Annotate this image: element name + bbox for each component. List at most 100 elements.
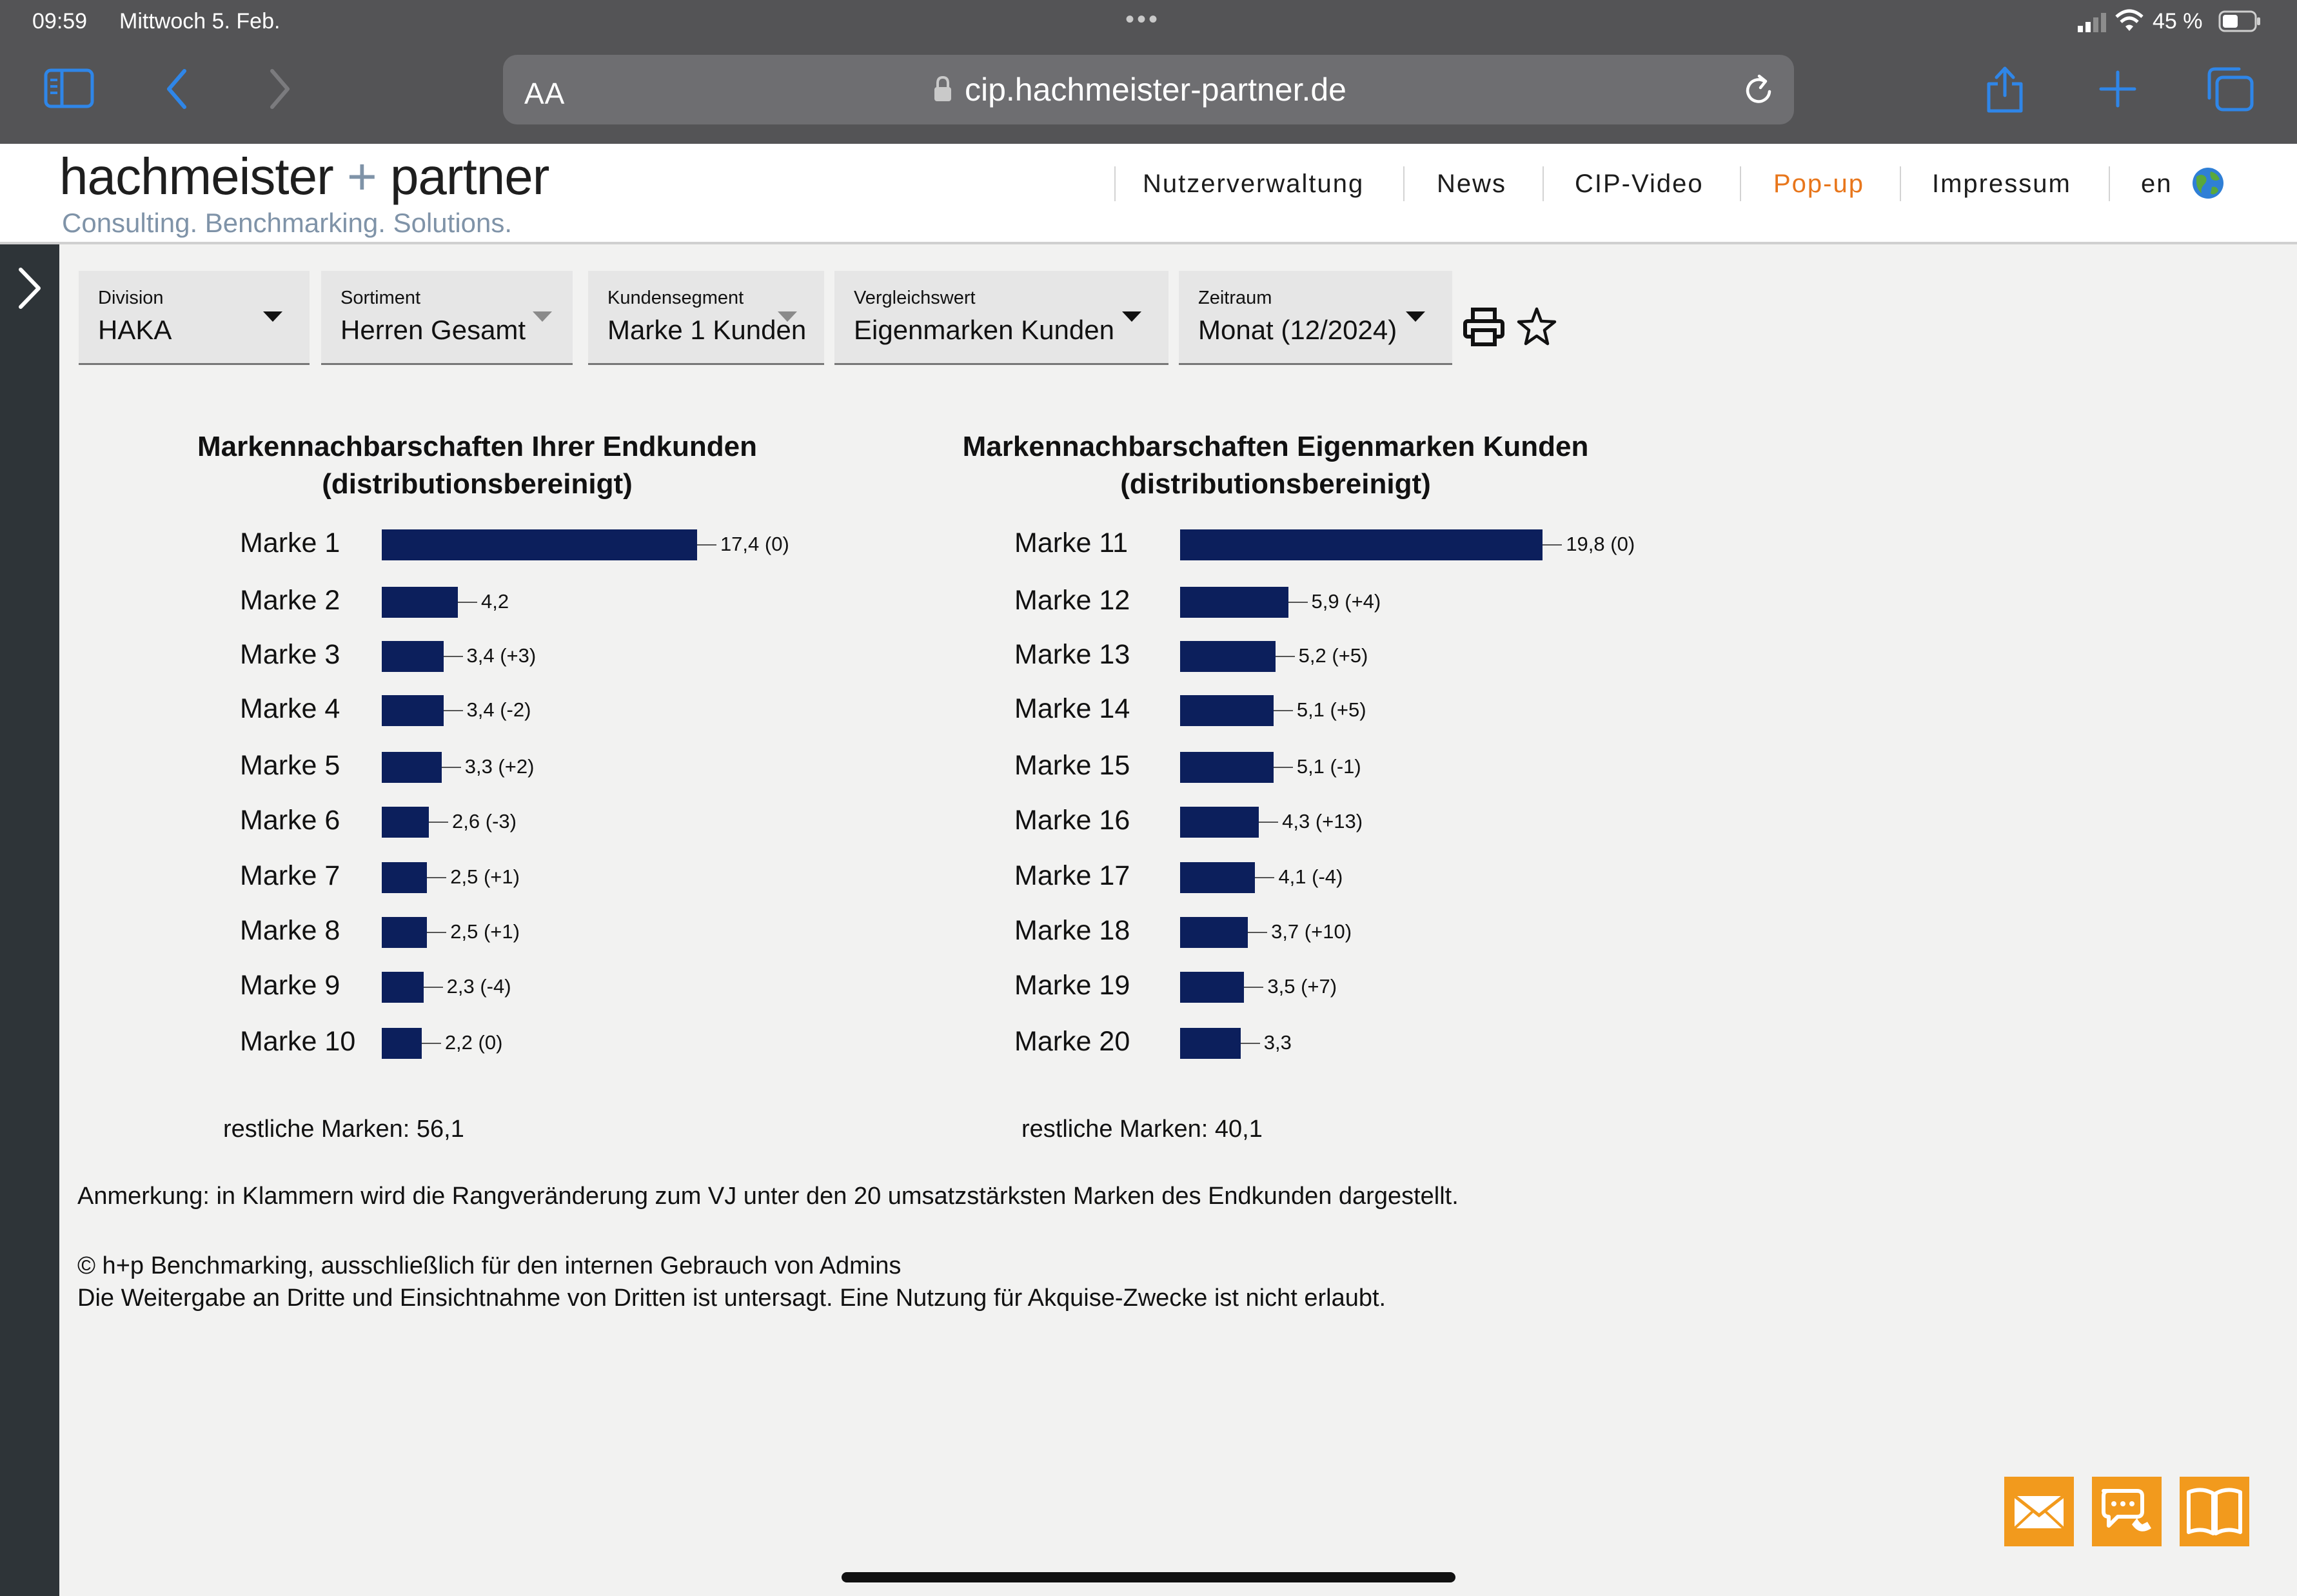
brand-logo[interactable]: hachmeister + partner bbox=[59, 147, 549, 206]
chart-left-bar[interactable] bbox=[382, 695, 444, 726]
filter-kundensegment-label: Kundensegment bbox=[607, 288, 744, 308]
share-icon[interactable] bbox=[1984, 63, 2026, 113]
chart-left-leader-line bbox=[427, 932, 447, 933]
nav-nutzerverwaltung[interactable]: Nutzerverwaltung bbox=[1143, 170, 1365, 198]
wifi-icon bbox=[2115, 9, 2144, 31]
chart-right-subtitle: (distributionsbereinigt) bbox=[1120, 468, 1431, 500]
battery-percent: 45 % bbox=[2153, 9, 2203, 34]
chart-left-footer: restliche Marken: 56,1 bbox=[223, 1116, 464, 1143]
chart-left-value-label: 2,6 (-3) bbox=[452, 810, 517, 832]
nav-divider bbox=[1900, 166, 1901, 201]
nav-cip-video[interactable]: CIP-Video bbox=[1575, 170, 1704, 198]
chart-left-category-label: Marke 9 bbox=[240, 970, 340, 1001]
nav-pop-up[interactable]: Pop-up bbox=[1773, 170, 1864, 198]
chart-left-bar[interactable] bbox=[382, 1028, 422, 1059]
filter-zeitraum-value: Monat (12/2024) bbox=[1198, 315, 1397, 345]
plus-icon[interactable] bbox=[2098, 70, 2137, 108]
chart-right-leader-line bbox=[1240, 1043, 1260, 1044]
chart-left-bar[interactable] bbox=[382, 972, 424, 1003]
chart-left-value-label: 3,4 (-2) bbox=[466, 698, 531, 721]
reload-icon[interactable] bbox=[1741, 72, 1777, 108]
chart-left-bar[interactable] bbox=[382, 752, 442, 783]
status-date: Mittwoch 5. Feb. bbox=[119, 9, 281, 34]
chart-right-leader-line bbox=[1273, 710, 1293, 711]
chart-right-value-label: 5,9 (+4) bbox=[1311, 590, 1381, 613]
chevron-down-icon bbox=[778, 311, 797, 322]
chart-right-category-label: Marke 11 bbox=[1014, 527, 1129, 558]
chart-right-category-label: Marke 12 bbox=[1014, 585, 1130, 616]
nav-news[interactable]: News bbox=[1437, 170, 1507, 198]
chart-right-category-label: Marke 17 bbox=[1014, 860, 1130, 891]
chart-left-leader-line bbox=[429, 822, 449, 823]
nav-impressum[interactable]: Impressum bbox=[1932, 170, 2071, 198]
chart-right-value-label: 5,1 (+5) bbox=[1296, 698, 1366, 721]
filter-vergleichswert[interactable]: Vergleichswert Eigenmarken Kunden bbox=[834, 271, 1168, 365]
chart-right-bar[interactable] bbox=[1180, 752, 1274, 783]
chart-right-bar[interactable] bbox=[1180, 807, 1259, 838]
nav-divider bbox=[1543, 166, 1544, 201]
chart-left-bar[interactable] bbox=[382, 529, 697, 560]
filter-vergleichswert-value: Eigenmarken Kunden bbox=[854, 315, 1114, 345]
lock-icon bbox=[934, 75, 951, 101]
chat-icon bbox=[2102, 1489, 2151, 1532]
multitask-dots[interactable]: ••• bbox=[1125, 5, 1161, 34]
chart-right-title: Markennachbarschaften Eigenmarken Kunden bbox=[962, 431, 1589, 462]
filter-kundensegment[interactable]: Kundensegment Marke 1 Kunden bbox=[588, 271, 824, 365]
chart-right-leader-line bbox=[1248, 932, 1268, 933]
chart-right-bar[interactable] bbox=[1180, 529, 1543, 560]
chart-right-category-label: Marke 14 bbox=[1014, 693, 1130, 724]
chart-left-category-label: Marke 1 bbox=[240, 527, 340, 558]
url-text[interactable]: cip.hachmeister-partner.de bbox=[965, 72, 1346, 108]
chart-left-leader-line bbox=[696, 544, 716, 546]
chart-right-bar[interactable] bbox=[1180, 1028, 1241, 1059]
filter-division-value: HAKA bbox=[98, 315, 172, 345]
chart-right-bar[interactable] bbox=[1180, 695, 1274, 726]
chart-right-value-label: 3,5 (+7) bbox=[1267, 975, 1337, 998]
chart-right-leader-line bbox=[1244, 987, 1264, 988]
manual-button[interactable] bbox=[2180, 1477, 2249, 1546]
left-sidebar bbox=[0, 244, 59, 1596]
chart-right-footer: restliche Marken: 40,1 bbox=[1021, 1116, 1263, 1143]
chart-right-bar[interactable] bbox=[1180, 917, 1248, 948]
printer-icon[interactable] bbox=[1463, 307, 1505, 347]
chart-right-bar[interactable] bbox=[1180, 641, 1276, 672]
chart-left-leader-line bbox=[443, 710, 463, 711]
filter-division[interactable]: Division HAKA bbox=[79, 271, 310, 365]
chevron-down-icon bbox=[1406, 311, 1425, 322]
chart-left-category-label: Marke 7 bbox=[240, 860, 340, 891]
filter-sortiment-label: Sortiment bbox=[340, 288, 421, 308]
filter-sortiment[interactable]: Sortiment Herren Gesamt bbox=[321, 271, 573, 365]
chart-left-bar[interactable] bbox=[382, 862, 428, 893]
chart-right-category-label: Marke 16 bbox=[1014, 805, 1130, 836]
chart-left-bar[interactable] bbox=[382, 587, 458, 618]
chart-right-bar[interactable] bbox=[1180, 862, 1256, 893]
chart-left-bar[interactable] bbox=[382, 917, 428, 948]
chart-right-bar[interactable] bbox=[1180, 587, 1288, 618]
brand-tagline: Consulting. Benchmarking. Solutions. bbox=[62, 208, 513, 238]
chart-right-value-label: 5,1 (-1) bbox=[1296, 755, 1361, 778]
address-bar[interactable] bbox=[503, 55, 1794, 124]
chat-button[interactable] bbox=[2092, 1477, 2162, 1546]
home-indicator[interactable] bbox=[842, 1572, 1455, 1582]
chart-right-bar[interactable] bbox=[1180, 972, 1245, 1003]
nav-language[interactable]: en bbox=[2141, 170, 2173, 198]
chart-left-leader-line bbox=[421, 1043, 441, 1044]
chevron-left-icon[interactable] bbox=[164, 67, 190, 111]
chart-right-title-block: Markennachbarschaften Eigenmarken Kunden… bbox=[914, 428, 1637, 503]
chevron-right-icon[interactable] bbox=[267, 67, 293, 111]
chart-right-category-label: Marke 18 bbox=[1014, 915, 1130, 946]
chart-right-leader-line bbox=[1259, 822, 1279, 823]
chart-left-bar[interactable] bbox=[382, 807, 429, 838]
text-size-button[interactable]: AA bbox=[524, 77, 566, 110]
expand-sidebar-icon[interactable] bbox=[15, 266, 44, 311]
chart-left-category-label: Marke 6 bbox=[240, 805, 340, 836]
battery-icon bbox=[2218, 10, 2260, 32]
sidebar-icon[interactable] bbox=[44, 68, 94, 108]
site-header bbox=[0, 144, 2297, 244]
mail-button[interactable] bbox=[2004, 1477, 2074, 1546]
tabs-icon[interactable] bbox=[2205, 66, 2254, 112]
globe-icon[interactable] bbox=[2191, 166, 2225, 200]
star-icon[interactable] bbox=[1515, 306, 1558, 347]
filter-zeitraum[interactable]: Zeitraum Monat (12/2024) bbox=[1179, 271, 1452, 365]
chart-left-bar[interactable] bbox=[382, 641, 444, 672]
